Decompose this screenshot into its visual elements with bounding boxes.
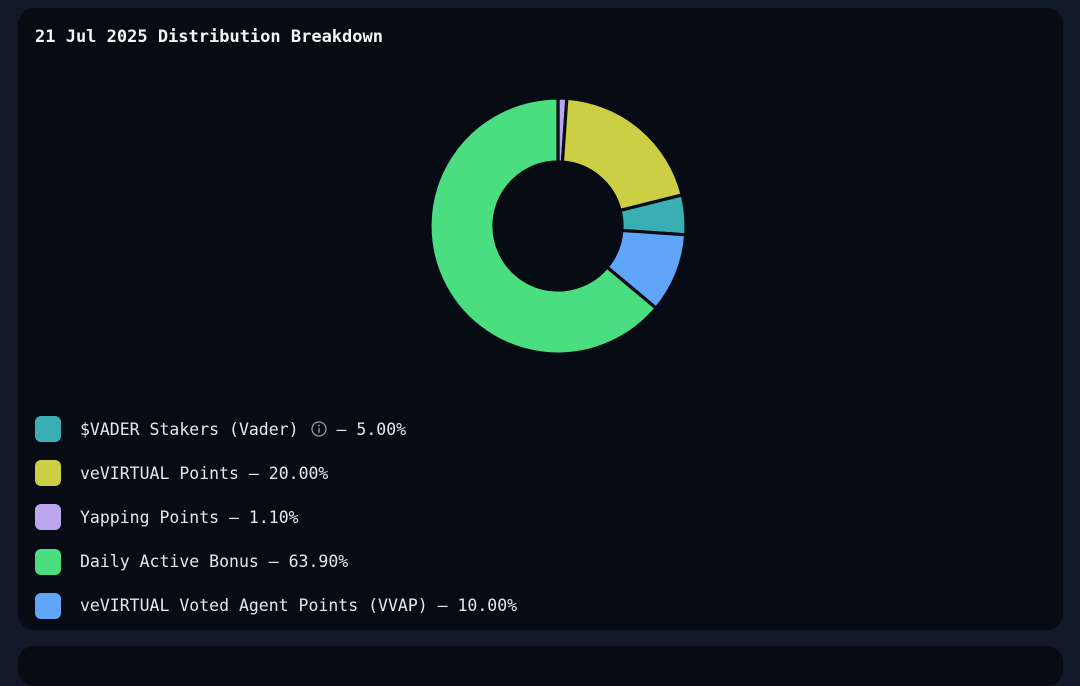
legend-item[interactable]: Yapping Points – 1.10%: [35, 495, 517, 539]
legend-item[interactable]: $VADER Stakers (Vader) – 5.00%: [35, 407, 517, 451]
legend-item[interactable]: veVIRTUAL Points – 20.00%: [35, 451, 517, 495]
legend-label: $VADER Stakers (Vader) – 5.00%: [80, 420, 406, 439]
legend-separator: –: [229, 507, 249, 527]
legend-series-name: Daily Active Bonus: [80, 552, 259, 572]
legend-separator: –: [437, 596, 458, 616]
legend-label: Daily Active Bonus – 63.90%: [80, 552, 348, 571]
legend-series-name: Yapping Points: [80, 507, 220, 527]
legend-value: 10.00%: [457, 596, 518, 616]
legend-swatch: [35, 548, 61, 575]
legend-separator: –: [248, 463, 269, 483]
legend-series-name: veVIRTUAL Voted Agent Points (VVAP): [80, 596, 428, 616]
legend-value: 20.00%: [268, 463, 329, 483]
legend-swatch: [35, 416, 61, 443]
legend-value: 63.90%: [288, 552, 349, 572]
chart-legend: $VADER Stakers (Vader) – 5.00% veVIRTUAL P…: [35, 407, 517, 628]
legend-swatch: [35, 460, 61, 487]
slice-daily-active-bonus[interactable]: [428, 96, 659, 356]
legend-item[interactable]: Daily Active Bonus – 63.90%: [35, 540, 517, 584]
distribution-card: 21 Jul 2025 Distribution Breakdown $VADE…: [18, 8, 1063, 630]
legend-swatch: [35, 592, 61, 619]
legend-item[interactable]: veVIRTUAL Voted Agent Points (VVAP) – 10…: [35, 584, 517, 628]
donut-chart: [428, 96, 688, 356]
chart-title: 21 Jul 2025 Distribution Breakdown: [35, 27, 383, 47]
legend-series-name: $VADER Stakers (Vader): [80, 419, 299, 439]
legend-label: Yapping Points – 1.10%: [80, 508, 299, 527]
legend-label: veVIRTUAL Points – 20.00%: [80, 464, 328, 483]
legend-series-name: veVIRTUAL Points: [80, 463, 239, 483]
legend-separator: –: [268, 552, 289, 572]
legend-separator: –: [336, 419, 357, 439]
info-circle-icon[interactable]: [310, 420, 327, 437]
legend-label: veVIRTUAL Voted Agent Points (VVAP) – 10…: [80, 596, 517, 615]
next-card: [18, 646, 1063, 686]
legend-swatch: [35, 504, 61, 531]
slice-vevirtual-points[interactable]: [560, 96, 685, 213]
legend-value: 5.00%: [356, 419, 407, 439]
legend-value: 1.10%: [248, 507, 299, 527]
